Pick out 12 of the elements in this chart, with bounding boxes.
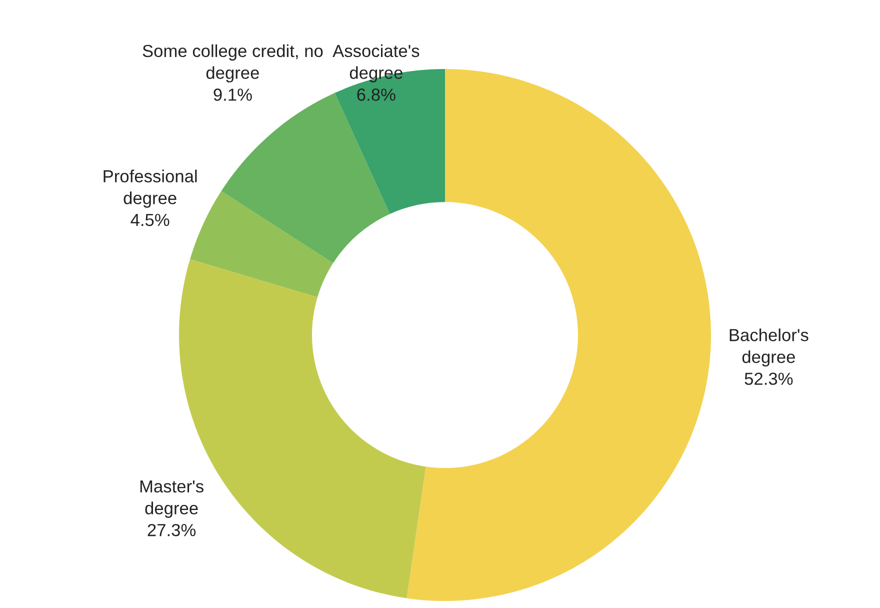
donut-slice [406, 69, 711, 601]
slice-label: Associate's degree [332, 44, 420, 82]
slice-label: Master's degree [140, 480, 204, 518]
data-label: 9.1% [214, 88, 252, 101]
data-label: 4.5% [130, 214, 170, 226]
slice-label: Bachelor's degree [730, 328, 808, 367]
data-label: 52.3% [744, 372, 793, 385]
slice-label: Professional degree [104, 170, 197, 208]
data-label: 6.8% [357, 88, 396, 101]
data-label: 27.3% [148, 524, 196, 536]
donut-slice [190, 191, 334, 298]
slice-label: Some college credit, no degree [142, 44, 323, 82]
